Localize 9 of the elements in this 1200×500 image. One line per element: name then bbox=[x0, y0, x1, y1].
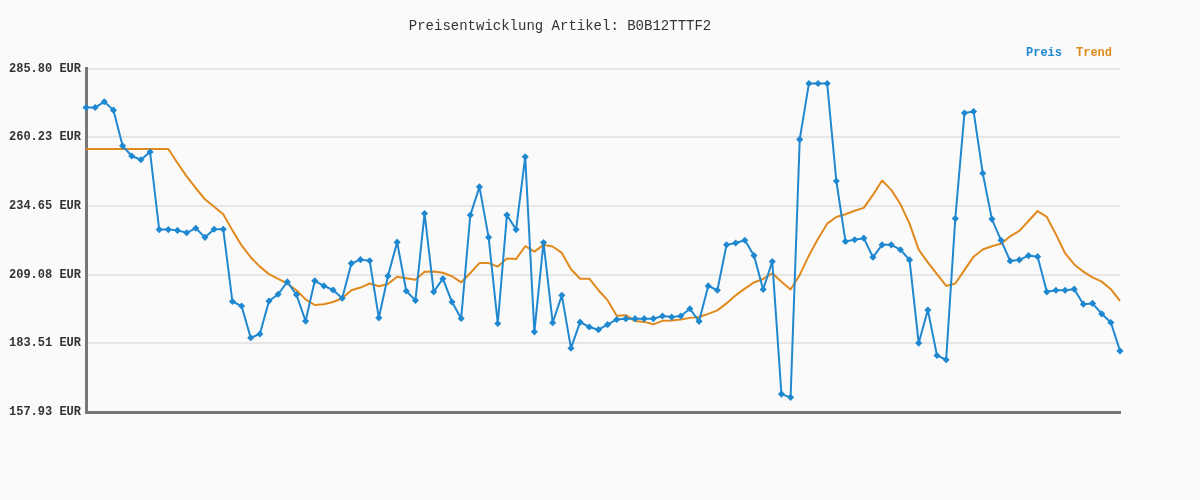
y-tick-label: 285.80 EUR bbox=[8, 61, 82, 76]
y-tick-label: 209.08 EUR bbox=[8, 267, 82, 282]
y-tick-label: 183.51 EUR bbox=[8, 336, 82, 351]
text: Trend bbox=[1075, 45, 1113, 60]
text: Preis bbox=[1025, 45, 1062, 60]
y-tick-label: 157.93 EUR bbox=[8, 405, 82, 420]
y-tick-label: 234.65 EUR bbox=[8, 199, 82, 214]
y-tick-label: 260.23 EUR bbox=[8, 130, 82, 145]
chart-title: Preisentwicklung Artikel: B0B12TTTF2 bbox=[408, 18, 712, 35]
